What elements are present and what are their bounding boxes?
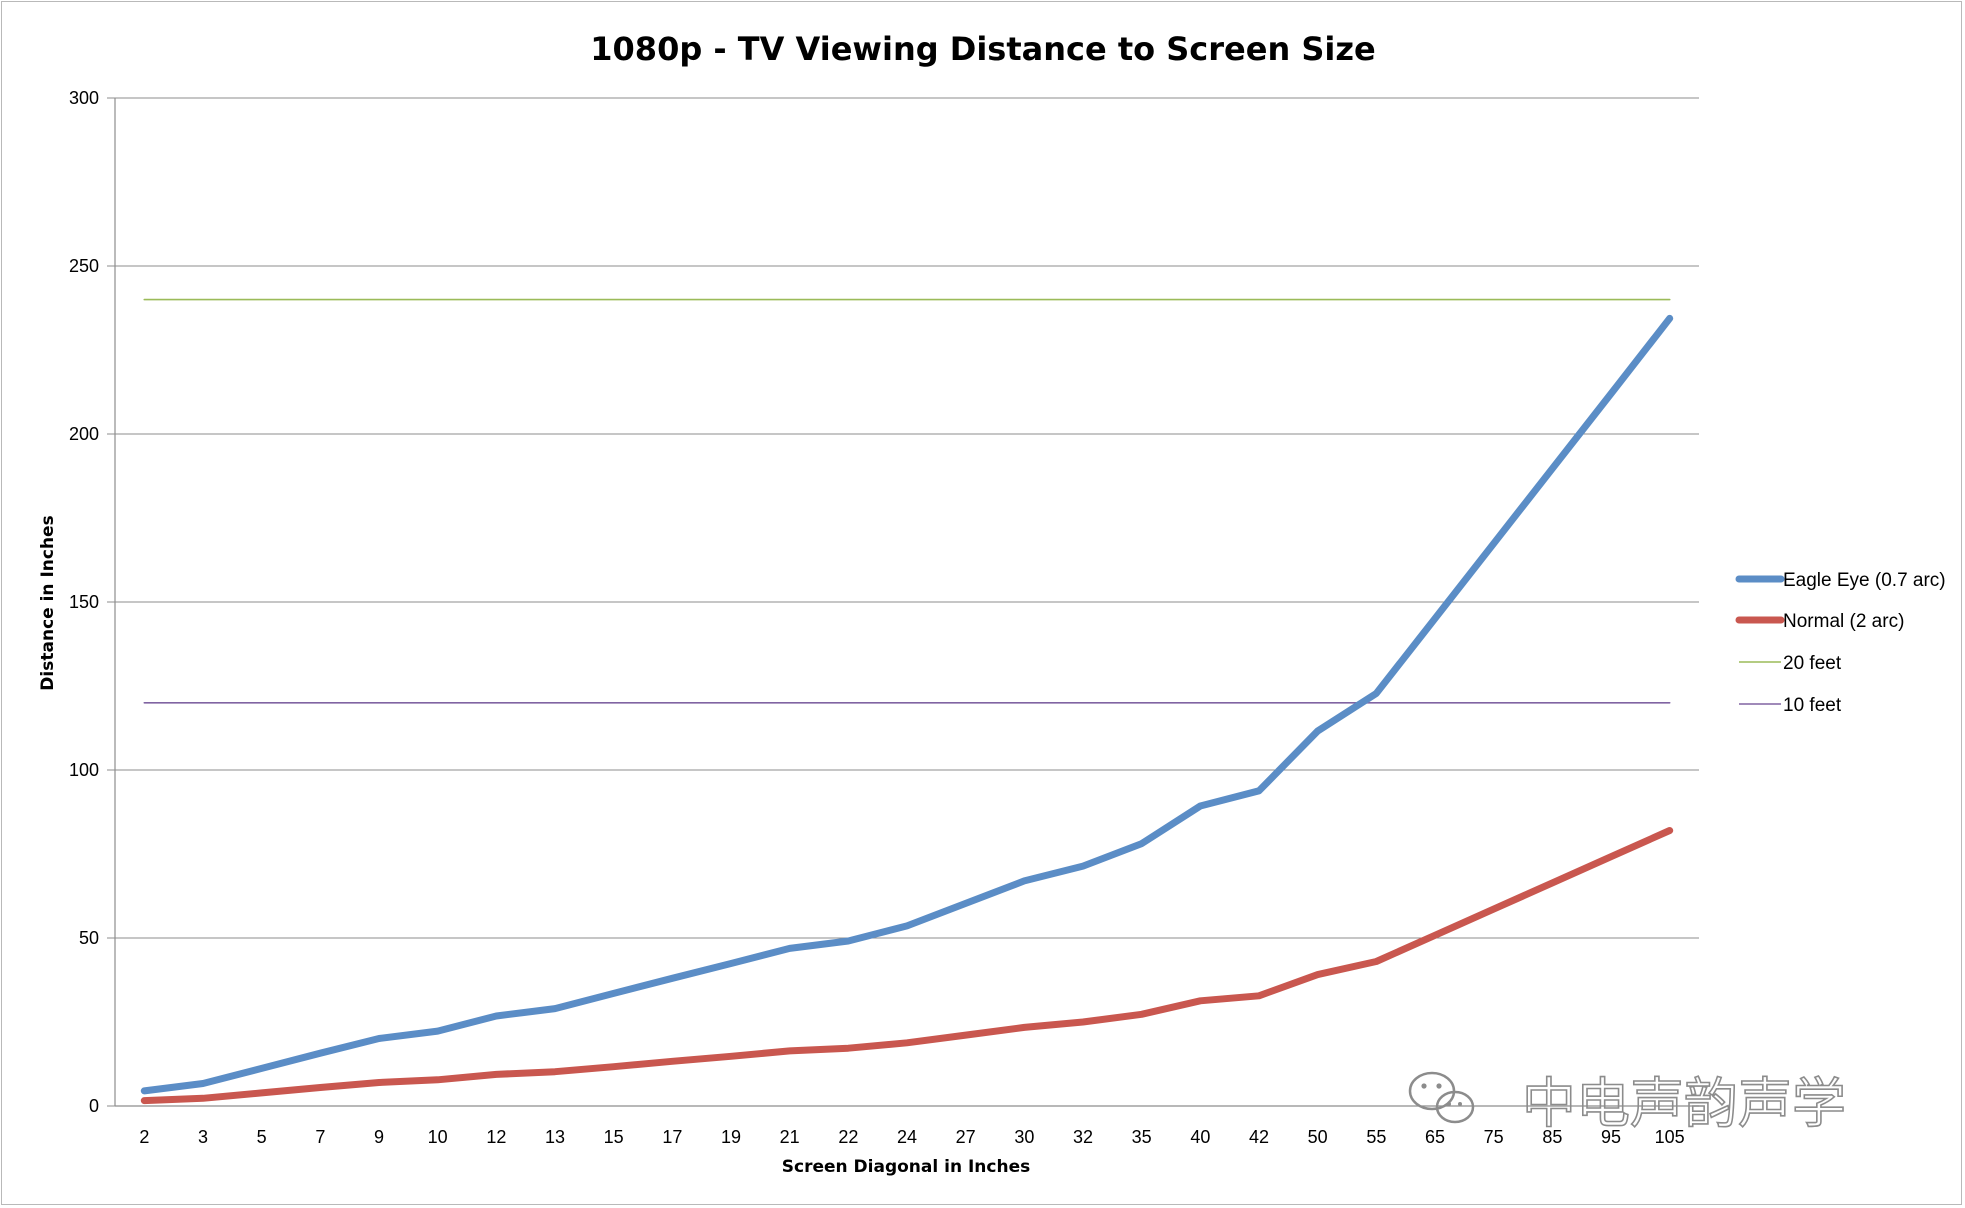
y-tick-label: 150 [69, 592, 99, 612]
x-tick-label: 27 [956, 1127, 976, 1147]
x-tick-label: 32 [1073, 1127, 1093, 1147]
x-tick-label: 3 [198, 1127, 208, 1147]
gridlines [115, 97, 1699, 939]
x-tick-label: 19 [721, 1127, 741, 1147]
wechat-icon [1408, 1071, 1475, 1124]
x-tick-label: 42 [1249, 1127, 1269, 1147]
x-tick-label: 50 [1308, 1127, 1328, 1147]
x-tick-label: 105 [1655, 1127, 1685, 1147]
x-tick-label: 30 [1014, 1127, 1034, 1147]
x-tick-label: 65 [1425, 1127, 1445, 1147]
y-tick-label: 0 [89, 1096, 99, 1116]
x-tick-label: 85 [1542, 1127, 1562, 1147]
x-tick-label: 21 [780, 1127, 800, 1147]
legend-label: 10 feet [1783, 695, 1842, 716]
x-tick-label: 12 [486, 1127, 506, 1147]
y-tick-label: 200 [69, 424, 99, 444]
y-axis-label: Distance in Inches [38, 515, 58, 690]
series-line-1 [140, 827, 1674, 1105]
y-tick-label: 250 [69, 256, 99, 276]
y-axis-ticks: 0 50 100 150 200 250 300 [69, 88, 115, 1116]
x-tick-label: 5 [257, 1127, 267, 1147]
x-tick-label: 7 [315, 1127, 325, 1147]
legend-label: Eagle Eye (0.7 arc) [1783, 570, 1946, 591]
x-tick-label: 35 [1132, 1127, 1152, 1147]
x-tick-label: 22 [838, 1127, 858, 1147]
watermark: 中电声韵声学 [1408, 1071, 1847, 1136]
x-tick-label: 15 [604, 1127, 624, 1147]
series-lines [140, 298, 1674, 1105]
x-tick-label: 24 [897, 1127, 917, 1147]
x-tick-label: 17 [662, 1127, 682, 1147]
x-tick-label: 75 [1484, 1127, 1504, 1147]
x-axis-ticks: 2 3 5 7 9 10 12 13 15 17 19 21 22 24 27 30 32 35 40 42 50 55 6… [139, 1127, 1684, 1147]
legend: Eagle Eye (0.7 arc) Normal (2 arc) 20 feet… [1735, 570, 1946, 716]
axes [114, 98, 1699, 1107]
x-tick-label: 40 [1190, 1127, 1210, 1147]
y-tick-label: 50 [79, 928, 99, 948]
legend-label: Normal (2 arc) [1783, 611, 1904, 632]
x-tick-label: 13 [545, 1127, 565, 1147]
x-tick-label: 95 [1601, 1127, 1621, 1147]
x-axis-label: Screen Diagonal in Inches [782, 1157, 1030, 1177]
y-tick-label: 300 [69, 88, 99, 108]
x-tick-label: 2 [139, 1127, 149, 1147]
series-line-0 [140, 314, 1674, 1095]
watermark-text: 中电声韵声学 [1522, 1072, 1846, 1135]
x-tick-label: 10 [428, 1127, 448, 1147]
legend-label: 20 feet [1783, 653, 1842, 674]
x-tick-label: 55 [1366, 1127, 1386, 1147]
x-tick-label: 9 [374, 1127, 384, 1147]
y-tick-label: 100 [69, 760, 99, 780]
chart-title: 1080p - TV Viewing Distance to Screen Si… [590, 30, 1375, 68]
